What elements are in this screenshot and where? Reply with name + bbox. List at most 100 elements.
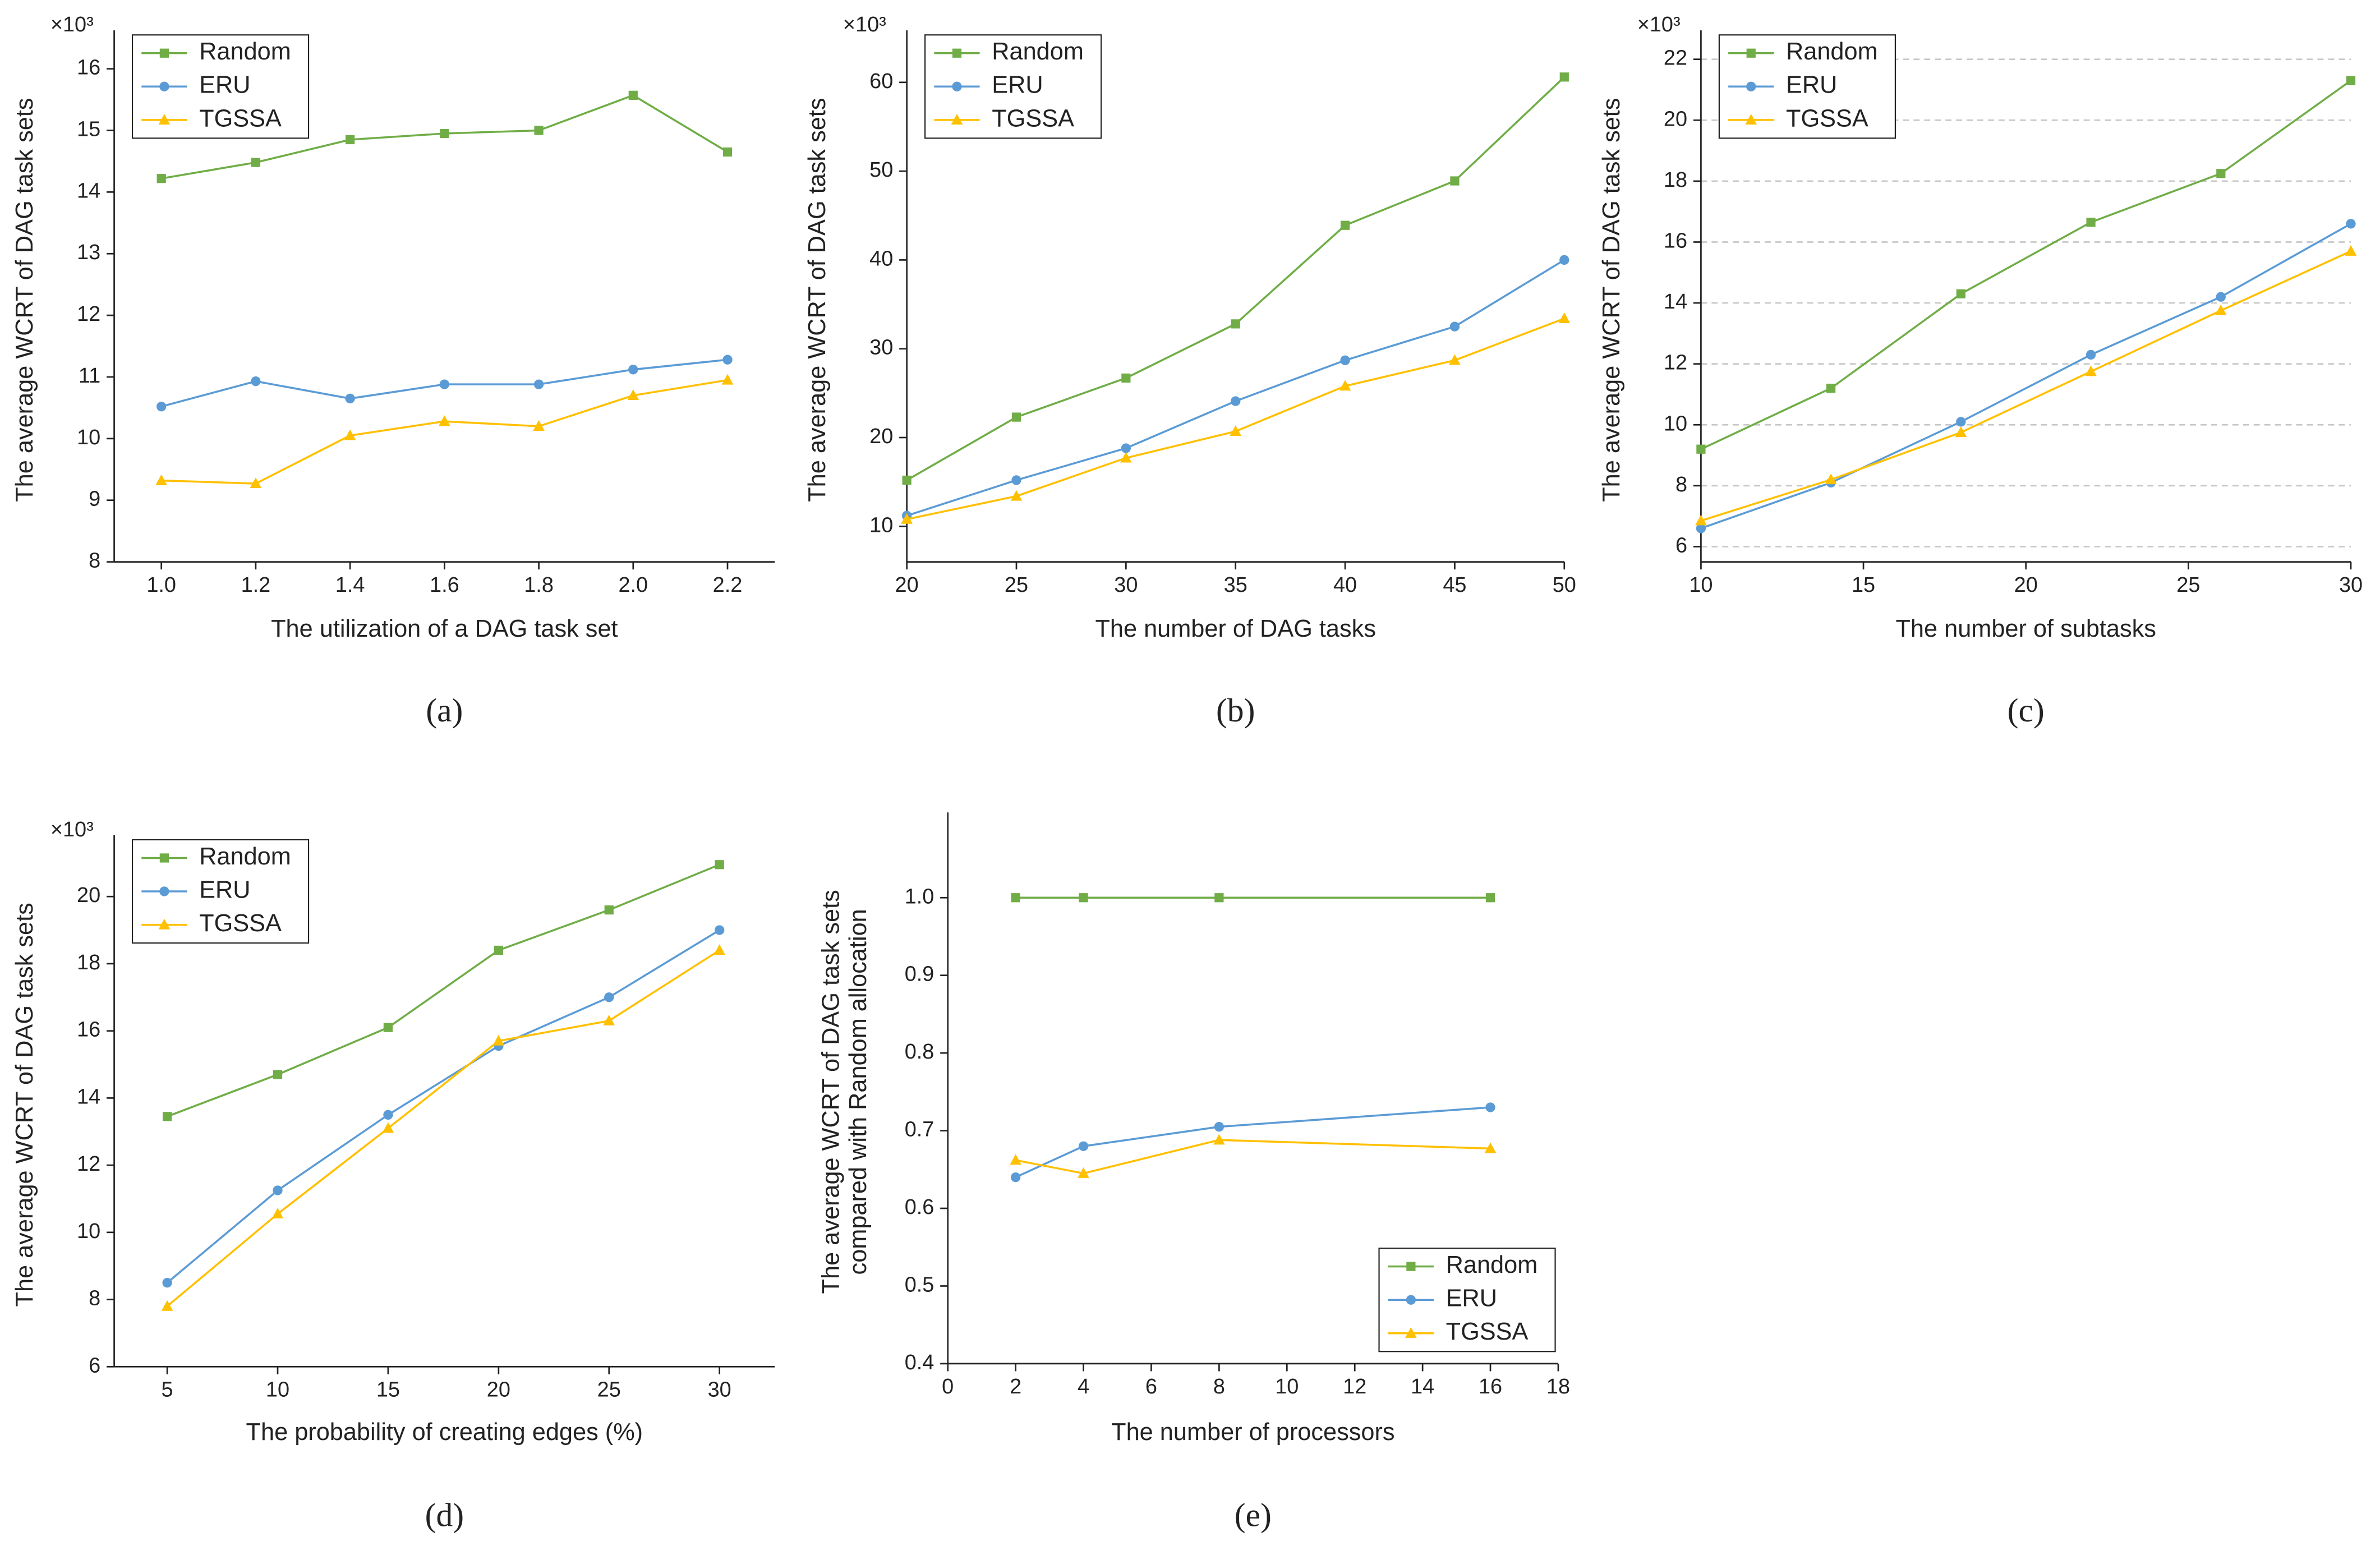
x-tick-label: 2.2	[713, 573, 743, 597]
subplot: 10 20 30 40 50 60 20 25 30 35 40 45 50 ×10³ The number…	[804, 13, 1576, 729]
x-tick-label: 6	[1145, 1375, 1157, 1398]
x-tick-label: 14	[1411, 1375, 1434, 1398]
y-axis-label: The average WCRT of DAG task sets	[11, 903, 38, 1306]
y-tick-label: 50	[869, 158, 893, 182]
y-axis-label: The average WCRT of DAG task sets	[817, 890, 844, 1294]
marker-square	[156, 174, 166, 183]
y-tick-label: 8	[1675, 473, 1687, 496]
y-tick-label: 8	[89, 1287, 100, 1310]
marker-circle	[1121, 443, 1131, 453]
x-tick-label: 20	[895, 573, 919, 597]
panel-label: (c)	[2008, 692, 2045, 729]
marker-square	[628, 90, 638, 100]
marker-square	[494, 945, 503, 955]
legend-label: Random	[1446, 1252, 1538, 1278]
y-tick-label: 14	[77, 179, 100, 203]
y-multiplier: ×10³	[1637, 13, 1681, 36]
marker-circle	[273, 1185, 283, 1195]
marker-square	[2216, 169, 2226, 178]
x-tick-label: 1.8	[524, 573, 554, 597]
marker-square	[346, 135, 355, 145]
marker-square	[1011, 893, 1020, 903]
x-tick-label: 1.6	[430, 573, 459, 597]
y-tick-label: 6	[1675, 533, 1687, 557]
marker-circle	[1340, 355, 1350, 365]
marker-square	[1011, 412, 1021, 422]
y-multiplier: ×10³	[50, 818, 94, 841]
y-tick-label: 16	[77, 56, 100, 80]
y-tick-label: 18	[77, 951, 100, 974]
marker-triangle	[2215, 304, 2227, 315]
y-tick-label: 12	[77, 302, 100, 326]
marker-triangle	[1825, 473, 1837, 485]
x-tick-label: 30	[1114, 573, 1138, 597]
y-tick-label: 0.6	[905, 1195, 934, 1219]
panel-label: (d)	[425, 1497, 464, 1534]
marker-triangle	[1339, 380, 1351, 391]
series-line	[161, 379, 728, 485]
y-tick-label: 20	[869, 425, 893, 448]
x-tick-label: 30	[708, 1378, 731, 1402]
x-tick-label: 25	[2176, 573, 2200, 597]
x-tick-label: 15	[376, 1378, 400, 1402]
series-line	[167, 863, 720, 1117]
marker-square	[1340, 220, 1350, 230]
marker-square	[952, 48, 962, 58]
marker-square	[1079, 893, 1088, 903]
y-tick-label: 16	[77, 1018, 100, 1042]
marker-circle	[1485, 1102, 1495, 1112]
y-tick-label: 60	[869, 70, 893, 93]
x-tick-label: 12	[1343, 1375, 1366, 1398]
y-tick-label: 11	[79, 364, 100, 388]
y-tick-label: 14	[1664, 290, 1687, 314]
subplot: 8 9 10 11 12 13 14 15 16 1.0 1.2 1.4 1.6 1.8 2.0 2.2 ×10…	[11, 13, 775, 729]
x-axis-label: The probability of creating edges (%)	[246, 1419, 643, 1446]
marker-circle	[159, 886, 169, 896]
marker-triangle	[1120, 452, 1132, 463]
legend-label: ERU	[199, 72, 250, 99]
marker-circle	[1956, 417, 1966, 427]
marker-square	[715, 860, 724, 869]
legend-label: TGSSA	[1446, 1318, 1529, 1345]
x-tick-label: 0	[942, 1375, 954, 1398]
marker-triangle	[155, 474, 167, 485]
y-axis-label: The average WCRT of DAG task sets	[804, 98, 831, 502]
marker-square	[1450, 176, 1460, 186]
marker-triangle	[713, 944, 725, 955]
marker-triangle	[951, 114, 963, 125]
y-tick-label: 10	[1664, 412, 1687, 435]
x-tick-label: 2.0	[618, 573, 648, 597]
y-tick-label: 9	[89, 487, 100, 511]
y-tick-label: 10	[869, 513, 893, 537]
marker-circle	[1696, 523, 1706, 533]
marker-circle	[383, 1110, 393, 1120]
y-tick-label: 12	[77, 1152, 100, 1176]
marker-circle	[1011, 475, 1021, 485]
subplot: 6 8 10 12 14 16 18 20 5 10 15 20 25 30 ×10³ The probabi…	[11, 818, 775, 1534]
marker-triangle	[721, 374, 734, 385]
y-tick-label: 13	[77, 241, 100, 264]
panel-label: (b)	[1216, 692, 1255, 729]
y-tick-label: 10	[77, 1220, 100, 1243]
marker-triangle	[382, 1122, 394, 1133]
series-line	[1700, 80, 2352, 450]
x-tick-label: 45	[1443, 573, 1466, 597]
series-line	[1700, 223, 2351, 530]
marker-triangle	[344, 429, 356, 440]
marker-square	[902, 475, 912, 485]
marker-triangle	[1558, 312, 1571, 324]
series-line	[1015, 1139, 1491, 1175]
y-tick-label: 20	[77, 884, 100, 907]
marker-square	[251, 158, 261, 167]
legend-label: ERU	[1446, 1285, 1497, 1312]
marker-triangle	[1010, 490, 1023, 501]
marker-square	[440, 128, 449, 139]
marker-circle	[722, 355, 733, 365]
marker-triangle	[2345, 245, 2357, 256]
marker-square	[273, 1070, 283, 1079]
marker-square	[1956, 289, 1965, 298]
subplot: 0.4 0.5 0.6 0.7 0.8 0.9 1.0 0 2 4 6 8 10 12 14 16 18 The …	[817, 812, 1570, 1534]
x-tick-label: 10	[266, 1378, 289, 1402]
y-tick-label: 12	[1664, 351, 1687, 375]
